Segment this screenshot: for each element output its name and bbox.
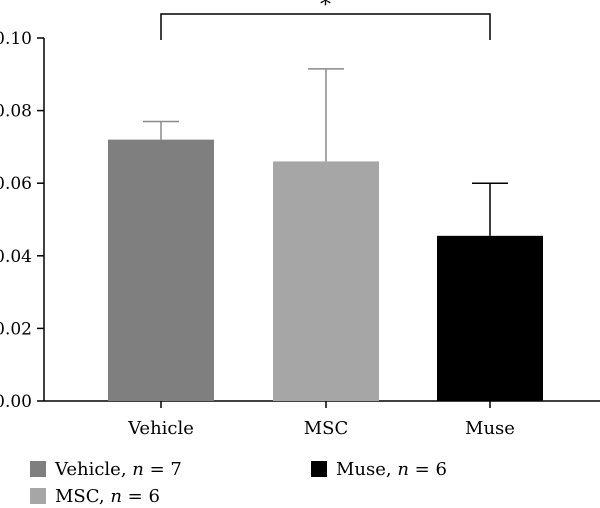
legend-label: MSC, n = 6 <box>55 486 160 507</box>
y-tick-label: 0.10 <box>0 29 32 49</box>
x-tick-label: Vehicle <box>127 418 194 439</box>
legend-item-msc: MSC, n = 6 <box>30 486 160 507</box>
significance-line <box>160 13 491 40</box>
legend-item-vehicle: Vehicle, n = 7 <box>30 459 182 480</box>
legend-item-muse: Muse, n = 6 <box>311 459 447 480</box>
bar-muse <box>437 235 543 401</box>
bar-msc <box>273 161 379 401</box>
y-tick-label: 0.04 <box>0 247 32 267</box>
legend-swatch <box>311 461 327 477</box>
x-tick-label: MSC <box>304 418 349 439</box>
significance-label: * <box>320 0 331 18</box>
legend-swatch <box>30 488 46 504</box>
error-bars <box>143 68 508 236</box>
y-axis: 0.00 0.02 0.04 0.06 0.08 0.10 <box>0 29 45 412</box>
legend: Vehicle, n = 7 MSC, n = 6 Muse, n = 6 <box>30 459 447 507</box>
bar-vehicle <box>108 139 214 401</box>
x-tick-label: Muse <box>465 418 515 439</box>
bars <box>108 139 543 401</box>
y-tick-label: 0.00 <box>0 392 32 412</box>
y-tick-label: 0.02 <box>0 319 32 339</box>
legend-label: Muse, n = 6 <box>336 459 447 480</box>
significance-bracket: * <box>160 0 491 40</box>
y-tick-label: 0.06 <box>0 174 32 194</box>
legend-swatch <box>30 461 46 477</box>
legend-label: Vehicle, n = 7 <box>54 459 182 480</box>
x-axis: Vehicle MSC Muse <box>44 400 600 439</box>
y-tick-label: 0.08 <box>0 102 32 122</box>
